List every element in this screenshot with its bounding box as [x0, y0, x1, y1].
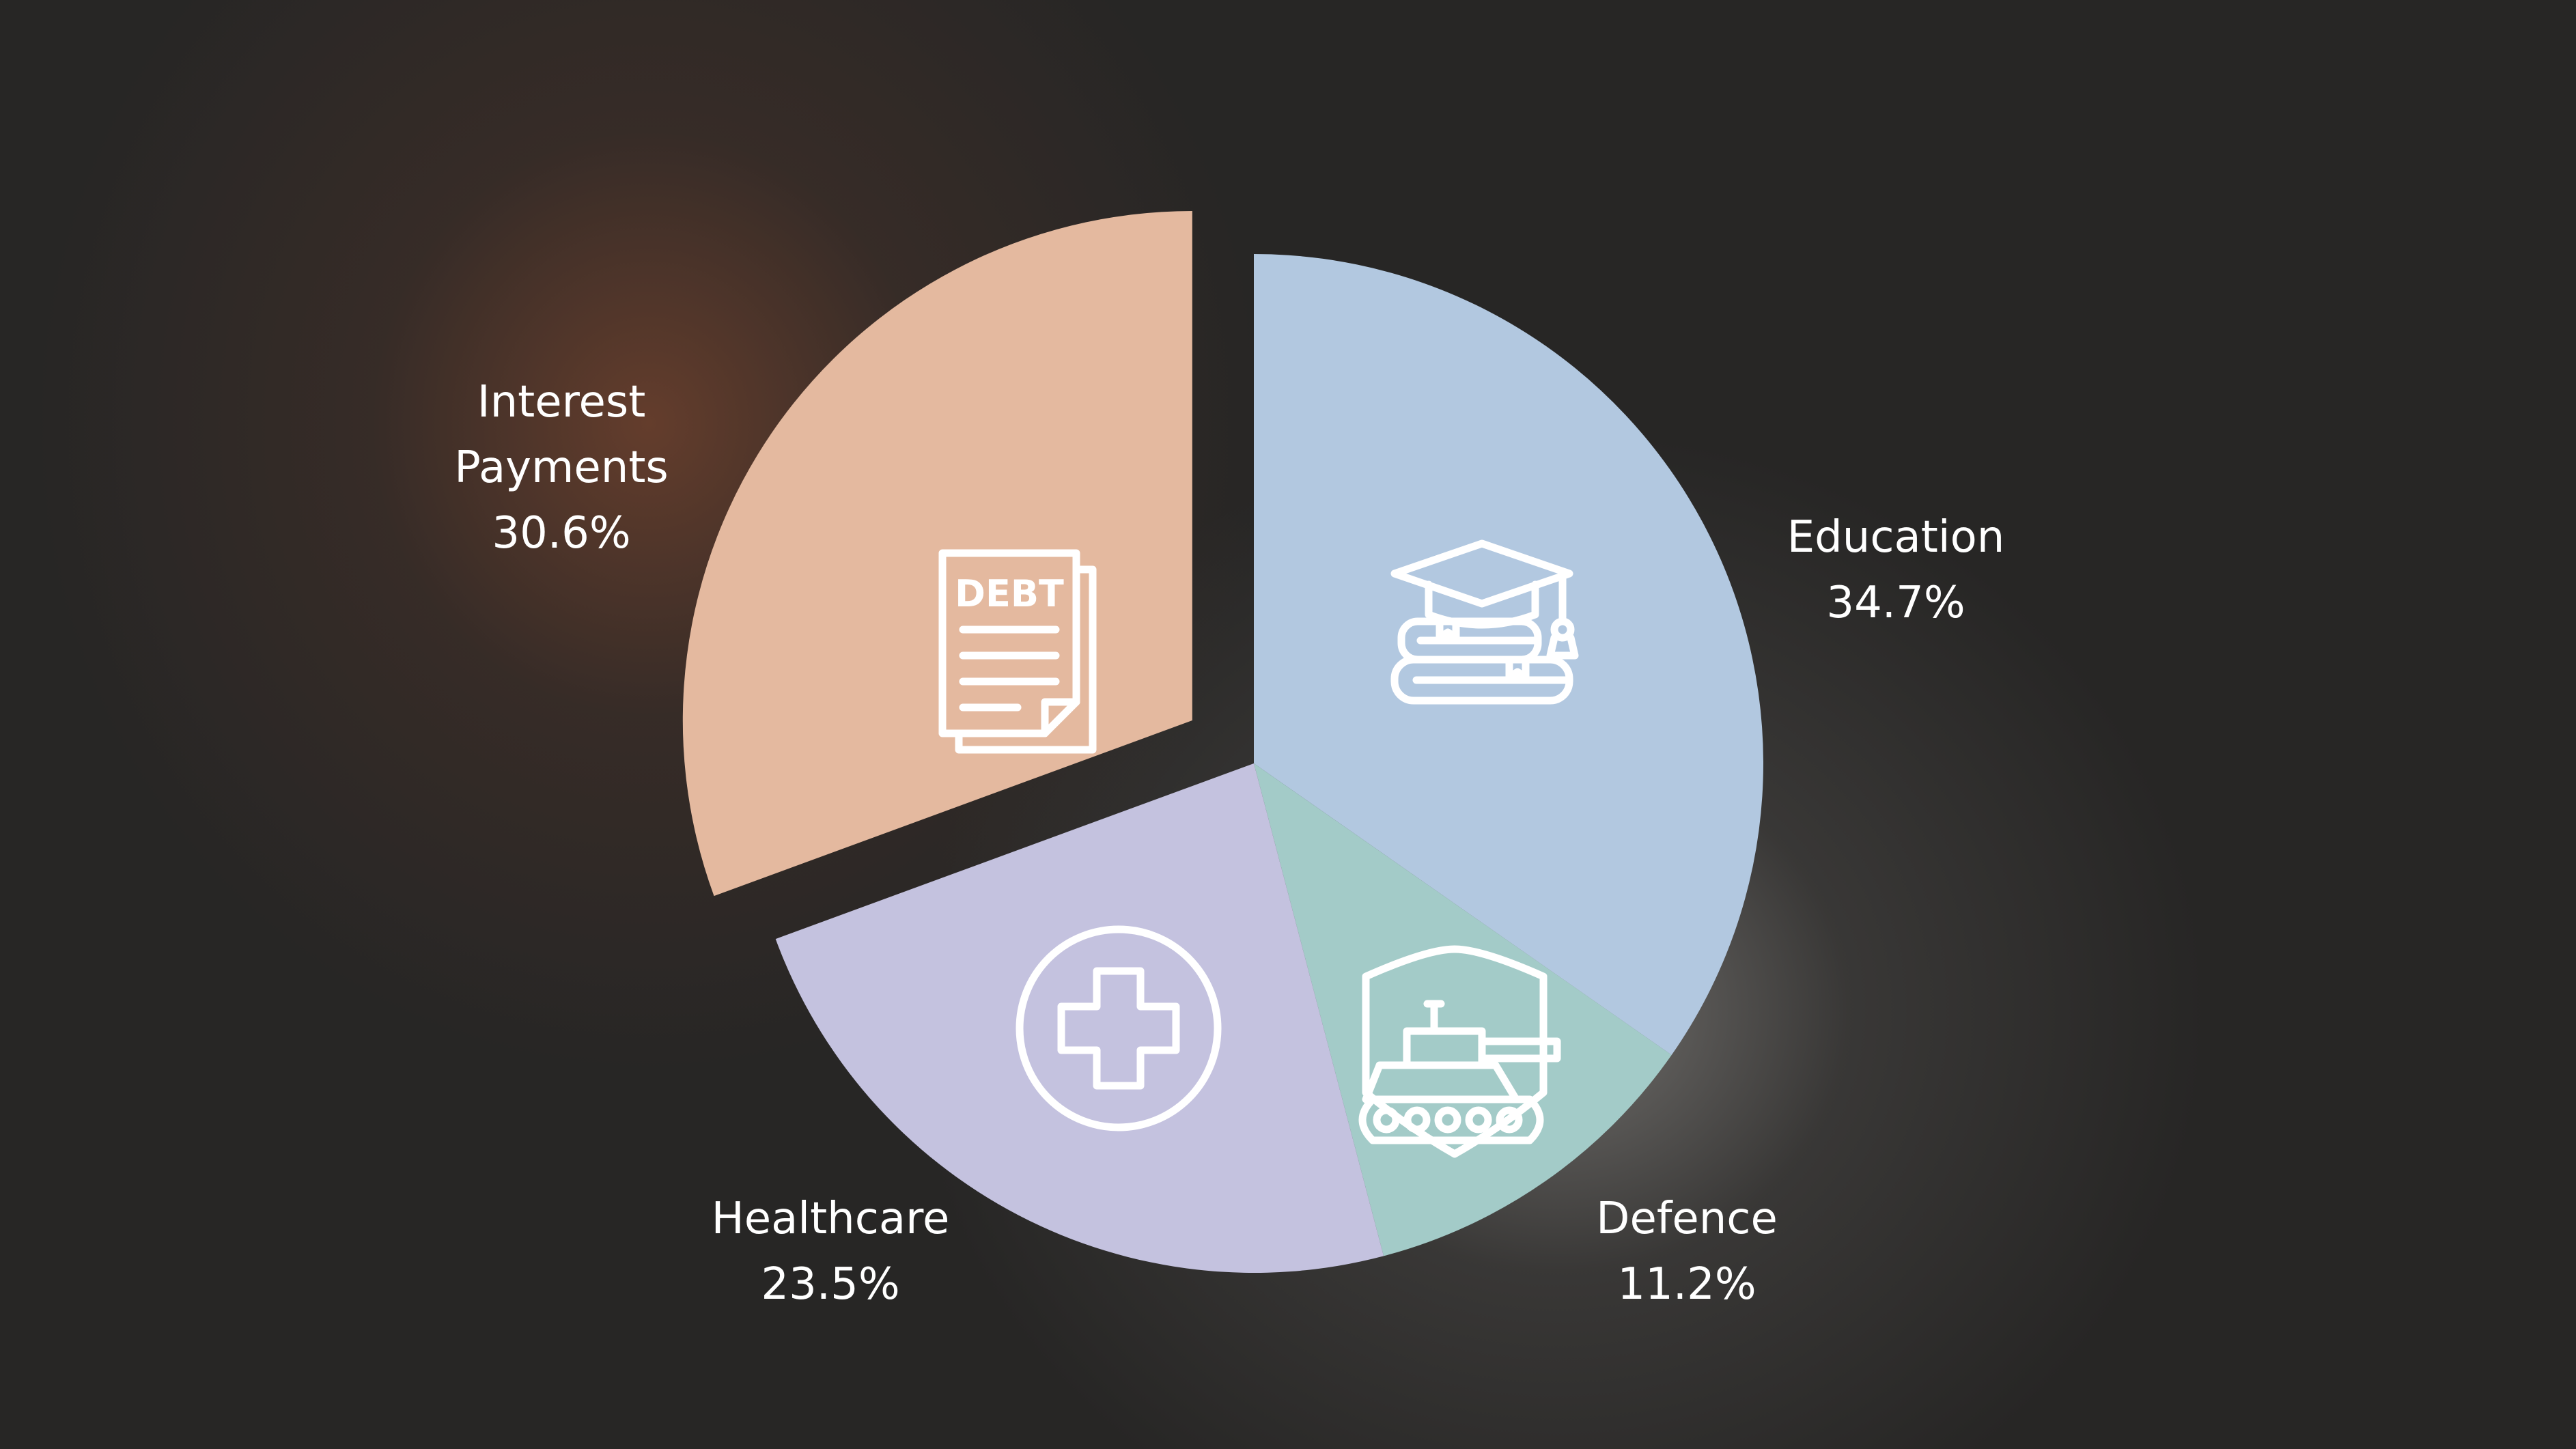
slice-label-interest-payments: Interest Payments 30.6%: [454, 377, 669, 559]
slice-value-label: 34.7%: [1826, 578, 1965, 628]
graduation-cap-books-icon: [1390, 539, 1579, 705]
slice-label-name: Defence: [1596, 1194, 1778, 1244]
pie-slice-defence: [1254, 763, 1672, 1256]
slice-label-defence: Defence 11.2%: [1596, 1194, 1778, 1310]
slice-label-education: Education 34.7%: [1787, 512, 2005, 628]
medical-cross-icon: [1016, 925, 1222, 1131]
pie-slices: [682, 211, 1764, 1273]
slice-label-name: Payments: [454, 442, 669, 493]
debt-icon-text: DEBT: [955, 572, 1064, 615]
slice-value-label: 11.2%: [1617, 1259, 1756, 1310]
slice-value-label: 23.5%: [761, 1259, 899, 1310]
slice-labels: Education 34.7% Defence 11.2% Healthcare 23.5…: [454, 377, 2004, 1310]
slice-label-name: Education: [1787, 512, 2005, 563]
tank-shield-icon: [1358, 945, 1561, 1158]
slice-label-healthcare: Healthcare 23.5%: [712, 1194, 950, 1310]
slice-value-label: 30.6%: [492, 508, 630, 559]
slice-icons: DEBT: [938, 539, 1579, 1158]
slice-label-name: Healthcare: [712, 1194, 950, 1244]
pie-slice-education: [1254, 254, 1764, 1056]
pie-slice-healthcare: [775, 763, 1384, 1273]
pie-slice-interest-payments: [682, 211, 1192, 897]
debt-document-icon: DEBT: [938, 549, 1097, 754]
slice-label-name: Interest: [477, 377, 646, 427]
